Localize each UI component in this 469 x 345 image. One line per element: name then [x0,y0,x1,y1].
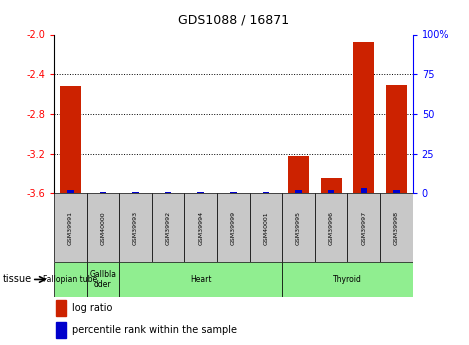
Bar [56,300,67,316]
FancyBboxPatch shape [54,193,87,262]
Text: GSM39994: GSM39994 [198,211,203,245]
Text: GSM39991: GSM39991 [68,211,73,245]
FancyBboxPatch shape [348,193,380,262]
Bar [165,191,171,193]
Bar [197,191,204,193]
Bar [60,86,81,193]
Text: GSM39993: GSM39993 [133,211,138,245]
FancyBboxPatch shape [87,193,119,262]
FancyBboxPatch shape [54,262,87,297]
Text: log ratio: log ratio [71,303,112,313]
Text: GSM40000: GSM40000 [100,211,106,245]
Text: Heart: Heart [190,275,212,284]
Text: GDS1088 / 16871: GDS1088 / 16871 [178,14,289,27]
Bar [288,156,309,193]
FancyBboxPatch shape [152,193,184,262]
Text: GSM39998: GSM39998 [394,211,399,245]
Text: tissue: tissue [2,275,31,284]
Text: GSM39997: GSM39997 [361,211,366,245]
Bar [328,190,334,193]
Text: GSM40001: GSM40001 [264,211,268,245]
FancyBboxPatch shape [250,193,282,262]
FancyBboxPatch shape [184,193,217,262]
FancyBboxPatch shape [119,193,152,262]
Text: GSM39999: GSM39999 [231,211,236,245]
Bar [132,191,139,193]
Bar [361,188,367,193]
Text: GSM39992: GSM39992 [166,211,171,245]
Bar [353,42,374,193]
Text: Fallopian tube: Fallopian tube [43,275,97,284]
Bar [263,191,269,193]
Bar [386,85,407,193]
Bar [230,191,236,193]
FancyBboxPatch shape [282,262,413,297]
Text: Thyroid: Thyroid [333,275,362,284]
Bar [99,191,106,193]
Text: GSM39995: GSM39995 [296,211,301,245]
FancyBboxPatch shape [217,193,250,262]
Bar [393,190,400,193]
Bar [321,178,342,193]
Bar [295,190,302,193]
FancyBboxPatch shape [315,193,348,262]
FancyBboxPatch shape [119,262,282,297]
Text: Gallbla
dder: Gallbla dder [90,270,116,289]
FancyBboxPatch shape [87,262,119,297]
Bar [56,322,67,338]
Text: GSM39996: GSM39996 [329,211,333,245]
FancyBboxPatch shape [380,193,413,262]
FancyBboxPatch shape [282,193,315,262]
Text: percentile rank within the sample: percentile rank within the sample [71,325,236,335]
Bar [67,190,74,193]
